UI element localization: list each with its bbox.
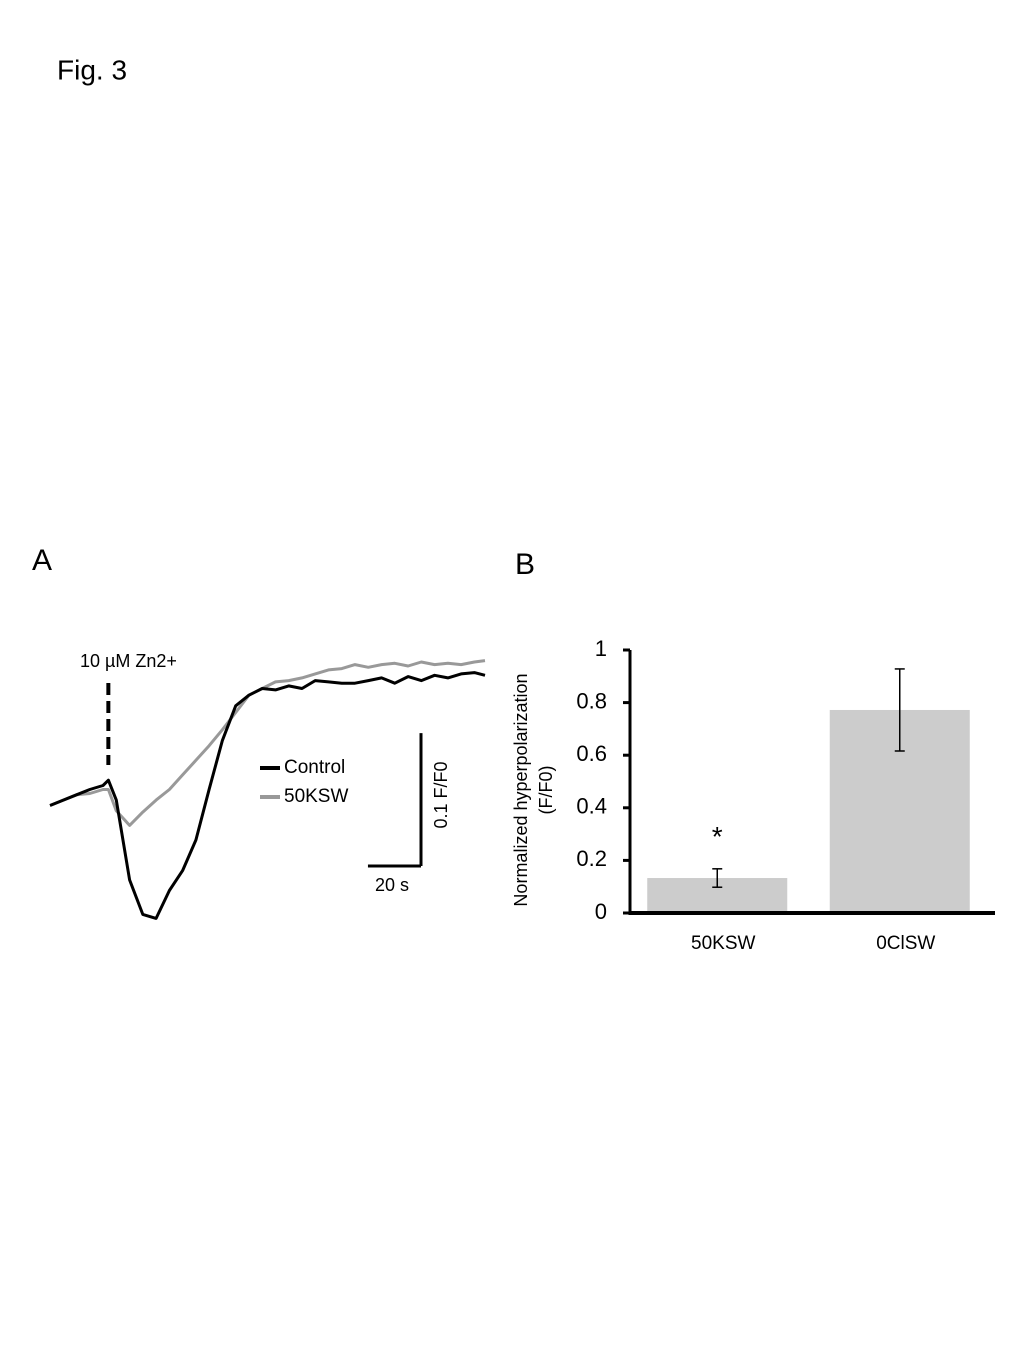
y-tick-label: 0.4 [576,794,607,819]
y-axis-label: (F/F0) [536,766,556,815]
annotation: 10 µM Zn2+ [80,651,177,671]
legend-label: Control [284,757,345,778]
figure-title: Fig. 3 [57,54,127,85]
trace [49,671,486,920]
y-axis-label: Normalized hyperpolarization [511,673,531,906]
y-tick-label: 0.6 [576,741,607,766]
panel-label: A [32,544,52,577]
scale-bar-label: 20 s [375,875,409,895]
y-tick-label: 0.2 [576,846,607,871]
scale-bar-label: 0.1 F/F0 [431,761,451,828]
significance-marker: * [712,821,723,852]
panel-label: B [515,548,535,581]
x-tick-label: 50KSW [691,933,755,954]
y-tick-label: 0.8 [576,688,607,713]
y-tick-label: 1 [595,636,607,661]
y-tick-label: 0 [595,899,607,924]
legend-label: 50KSW [284,786,348,807]
x-tick-label: 0ClSW [876,933,935,954]
